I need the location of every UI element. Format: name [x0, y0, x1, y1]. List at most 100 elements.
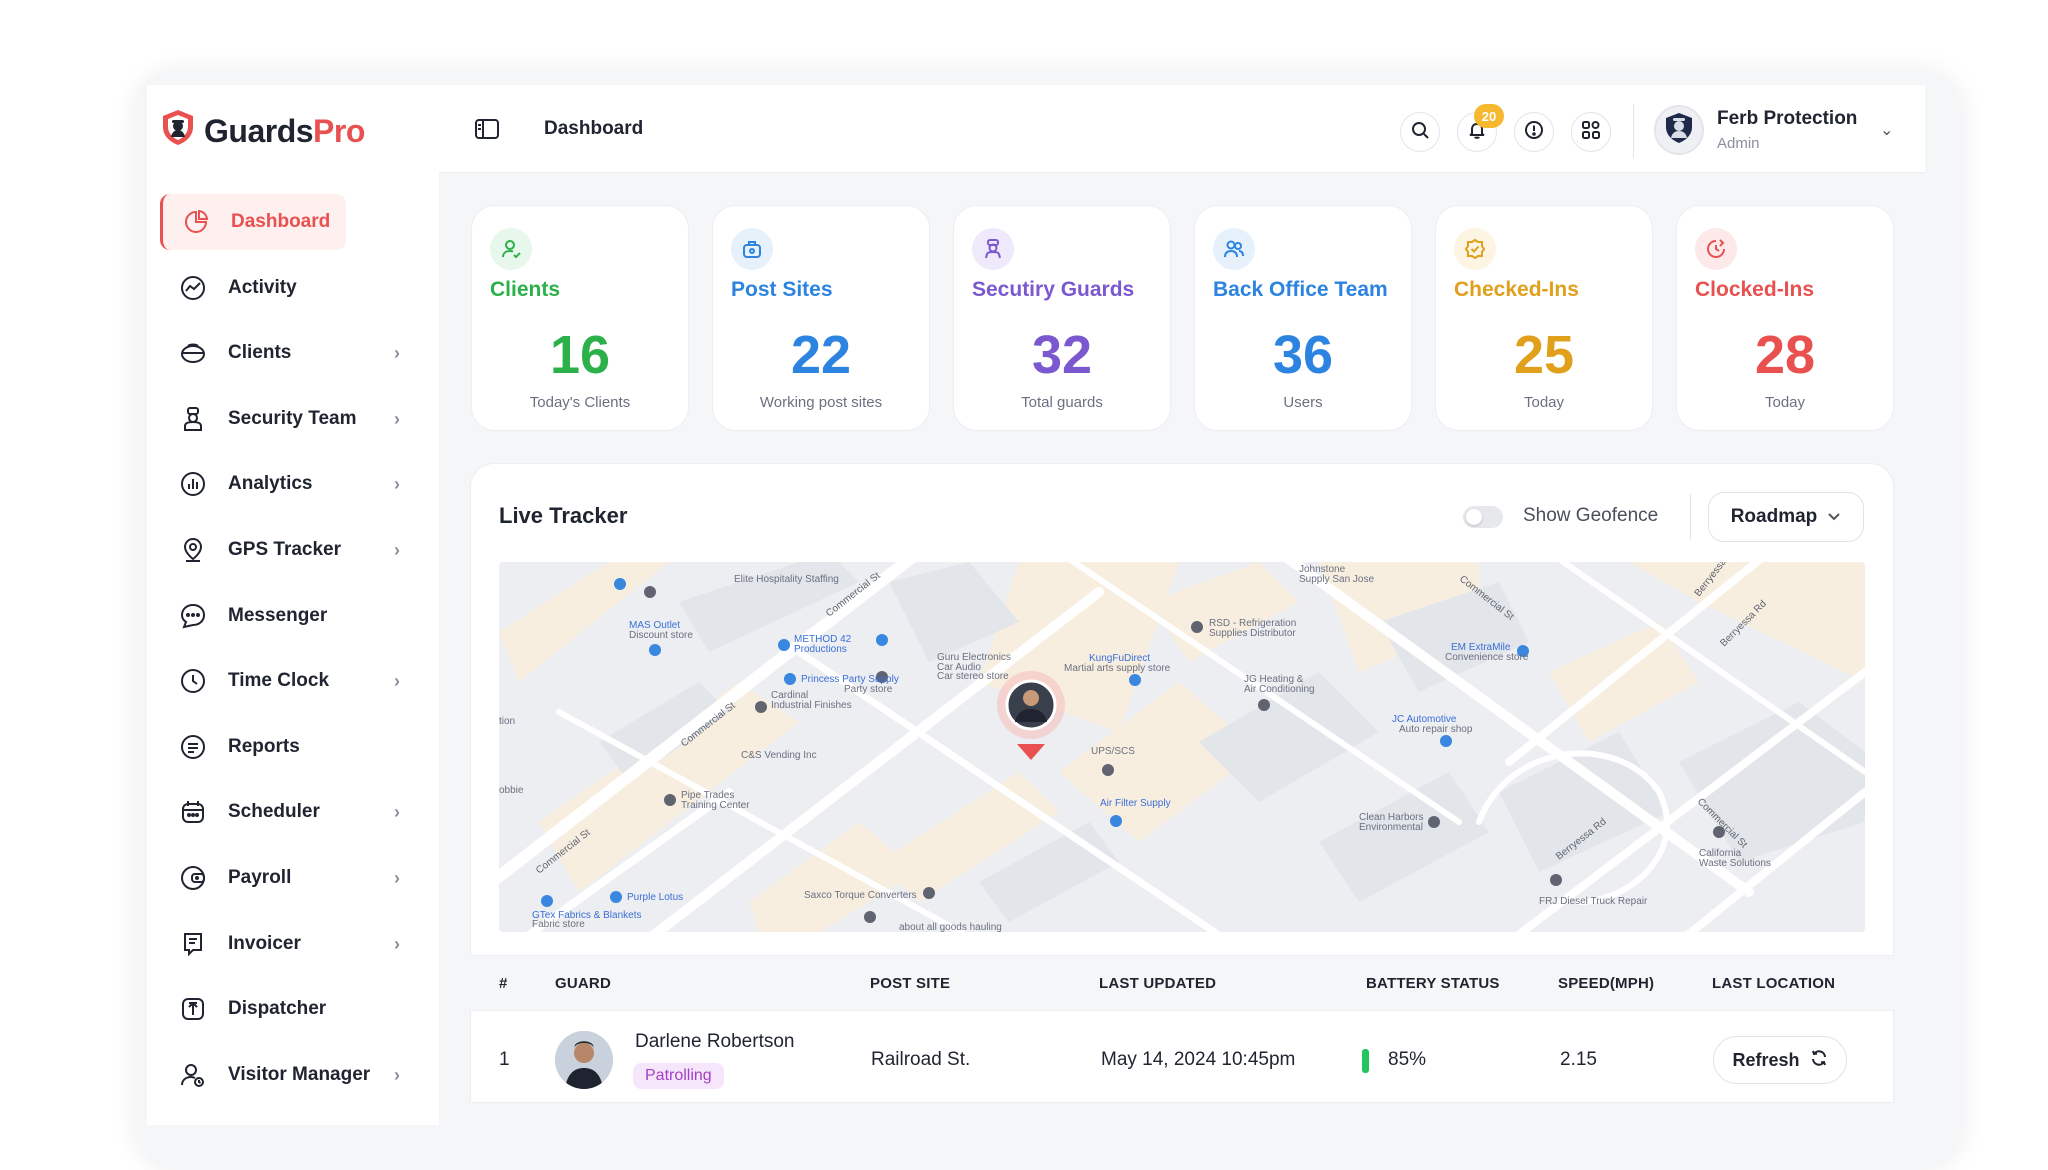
stat-card-back-office[interactable]: Back Office Team 36 Users	[1194, 205, 1412, 431]
security-team-icon	[178, 404, 208, 434]
sidebar-item-time-clock[interactable]: Time Clock ›	[160, 653, 430, 709]
svg-text:RSD - Refrigeration: RSD - Refrigeration	[1209, 618, 1296, 629]
sidebar-item-label: Dashboard	[231, 211, 331, 232]
refresh-location-button[interactable]: Refresh	[1713, 1036, 1847, 1084]
stat-value: 32	[1031, 325, 1093, 385]
sidebar-item-label: GPS Tracker	[228, 538, 342, 560]
sidebar-item-dashboard[interactable]: Dashboard	[160, 194, 346, 250]
notification-count-badge: 20	[1474, 104, 1504, 128]
svg-text:Productions: Productions	[794, 644, 847, 655]
svg-text:Waste Solutions: Waste Solutions	[1699, 858, 1771, 869]
analytics-icon	[178, 469, 208, 499]
brand-name-suffix: Pro	[313, 112, 365, 149]
chevron-right-icon: ›	[394, 1064, 400, 1085]
map-type-select[interactable]: Roadmap	[1708, 492, 1864, 542]
stat-value: 22	[790, 325, 852, 385]
svg-text:Car stereo store: Car stereo store	[937, 671, 1009, 682]
chevron-down-icon[interactable]: ⌄	[1880, 122, 1894, 139]
sidebar-item-analytics[interactable]: Analytics ›	[160, 456, 430, 512]
svg-text:Party store: Party store	[844, 684, 893, 695]
sidebar-item-label: Time Clock	[228, 670, 330, 692]
column-header-guard[interactable]: GUARD	[555, 975, 611, 992]
guard-location-marker	[997, 671, 1065, 760]
apps-grid-icon	[1581, 120, 1601, 145]
svg-text:Guru Electronics: Guru Electronics	[937, 652, 1011, 663]
stat-value: 28	[1754, 325, 1816, 385]
avatar[interactable]	[1654, 105, 1704, 155]
row-index: 1	[499, 1049, 510, 1070]
sidebar-item-label: Payroll	[228, 866, 292, 888]
post-site-cell: Railroad St.	[871, 1049, 971, 1070]
sidebar-item-clients[interactable]: Clients ›	[160, 325, 430, 381]
clock-icon	[178, 666, 208, 696]
stat-card-clocked-ins[interactable]: Clocked-Ins 28 Today	[1676, 205, 1894, 431]
sidebar-item-security-team[interactable]: Security Team ›	[160, 391, 430, 447]
column-header-battery[interactable]: BATTERY STATUS	[1366, 975, 1500, 992]
chevron-right-icon: ›	[394, 343, 400, 364]
sidebar-item-activity[interactable]: Activity	[160, 260, 430, 316]
gps-pin-icon	[178, 535, 208, 565]
user-name[interactable]: Ferb Protection	[1717, 108, 1858, 129]
svg-text:Saxco Torque Converters: Saxco Torque Converters	[804, 890, 917, 901]
sidebar-item-scheduler[interactable]: Scheduler ›	[160, 784, 430, 840]
column-header-post-site[interactable]: POST SITE	[870, 975, 951, 992]
column-header-speed[interactable]: SPEED(MPH)	[1558, 975, 1655, 992]
sidebar-item-reports[interactable]: Reports	[160, 719, 430, 775]
brand-logo[interactable]: GuardsPro	[160, 108, 365, 154]
refresh-icon	[1810, 1049, 1828, 1072]
sidebar-item-gps-tracker[interactable]: GPS Tracker ›	[160, 522, 430, 578]
sidebar-item-dispatcher[interactable]: Dispatcher	[160, 981, 430, 1037]
sidebar-item-payroll[interactable]: Payroll ›	[160, 850, 430, 906]
sidebar-item-invoicer[interactable]: Invoicer ›	[160, 916, 430, 972]
battery-icon	[1362, 1049, 1369, 1073]
sidebar-item-label: Messenger	[228, 604, 328, 626]
column-header-last-location[interactable]: LAST LOCATION	[1712, 975, 1836, 992]
geofence-label: Show Geofence	[1523, 505, 1659, 526]
battery-value: 85%	[1388, 1049, 1427, 1070]
apps-button[interactable]	[1571, 112, 1611, 152]
svg-text:tion: tion	[499, 716, 515, 727]
stat-card-clients[interactable]: Clients 16 Today's Clients	[471, 205, 689, 431]
column-header-last-updated[interactable]: LAST UPDATED	[1099, 975, 1217, 992]
stat-caption: Working post sites	[759, 394, 883, 411]
svg-text:GTex Fabrics & Blankets: GTex Fabrics & Blankets	[532, 910, 641, 921]
chevron-right-icon: ›	[394, 802, 400, 823]
stat-value: 25	[1513, 325, 1575, 385]
stat-value: 36	[1272, 325, 1334, 385]
sidebar-item-label: Clients	[228, 342, 292, 364]
svg-text:MAS Outlet: MAS Outlet	[629, 620, 680, 631]
live-map[interactable]: Elite Hospitality Staffing MAS Outlet Dis…	[499, 562, 1865, 932]
stat-caption: Total guards	[1021, 394, 1103, 411]
sidebar-item-label: Invoicer	[228, 932, 301, 954]
svg-text:Car Audio: Car Audio	[937, 662, 981, 673]
svg-text:Auto repair shop: Auto repair shop	[1399, 724, 1473, 735]
status-badge: Patrolling	[633, 1063, 724, 1089]
table-header-row	[470, 955, 1894, 1011]
geofence-toggle[interactable]	[1463, 506, 1503, 528]
chevron-down-icon	[1827, 506, 1841, 528]
stat-card-checked-ins[interactable]: Checked-Ins 25 Today	[1435, 205, 1653, 431]
stat-title: Back Office Team	[1213, 278, 1388, 301]
svg-text:obbie: obbie	[499, 785, 524, 796]
sidebar-toggle-icon[interactable]	[474, 118, 500, 145]
wallet-icon	[178, 863, 208, 893]
stat-card-security-guards[interactable]: Secutiry Guards 32 Total guards	[953, 205, 1171, 431]
guard-icon	[972, 228, 1014, 270]
sidebar-nav: Dashboard Activity Clients › Security Te…	[160, 194, 430, 1112]
stat-card-post-sites[interactable]: Post Sites 22 Working post sites	[712, 205, 930, 431]
toolbar-divider	[1690, 494, 1691, 540]
search-button[interactable]	[1400, 112, 1440, 152]
stat-caption: Users	[1283, 394, 1323, 411]
page-title: Dashboard	[544, 118, 644, 139]
site-icon	[731, 228, 773, 270]
sidebar-item-label: Activity	[228, 276, 297, 298]
clients-icon	[178, 338, 208, 368]
svg-text:Johnstone: Johnstone	[1299, 564, 1346, 575]
sidebar-item-messenger[interactable]: Messenger	[160, 588, 430, 644]
clock-in-icon	[1695, 228, 1737, 270]
alerts-button[interactable]	[1514, 112, 1554, 152]
svg-text:Training Center: Training Center	[681, 800, 750, 811]
guard-name[interactable]: Darlene Robertson	[635, 1031, 795, 1052]
sidebar-item-visitor-manager[interactable]: Visitor Manager ›	[160, 1047, 430, 1103]
svg-text:about all goods hauling: about all goods hauling	[899, 922, 1002, 932]
